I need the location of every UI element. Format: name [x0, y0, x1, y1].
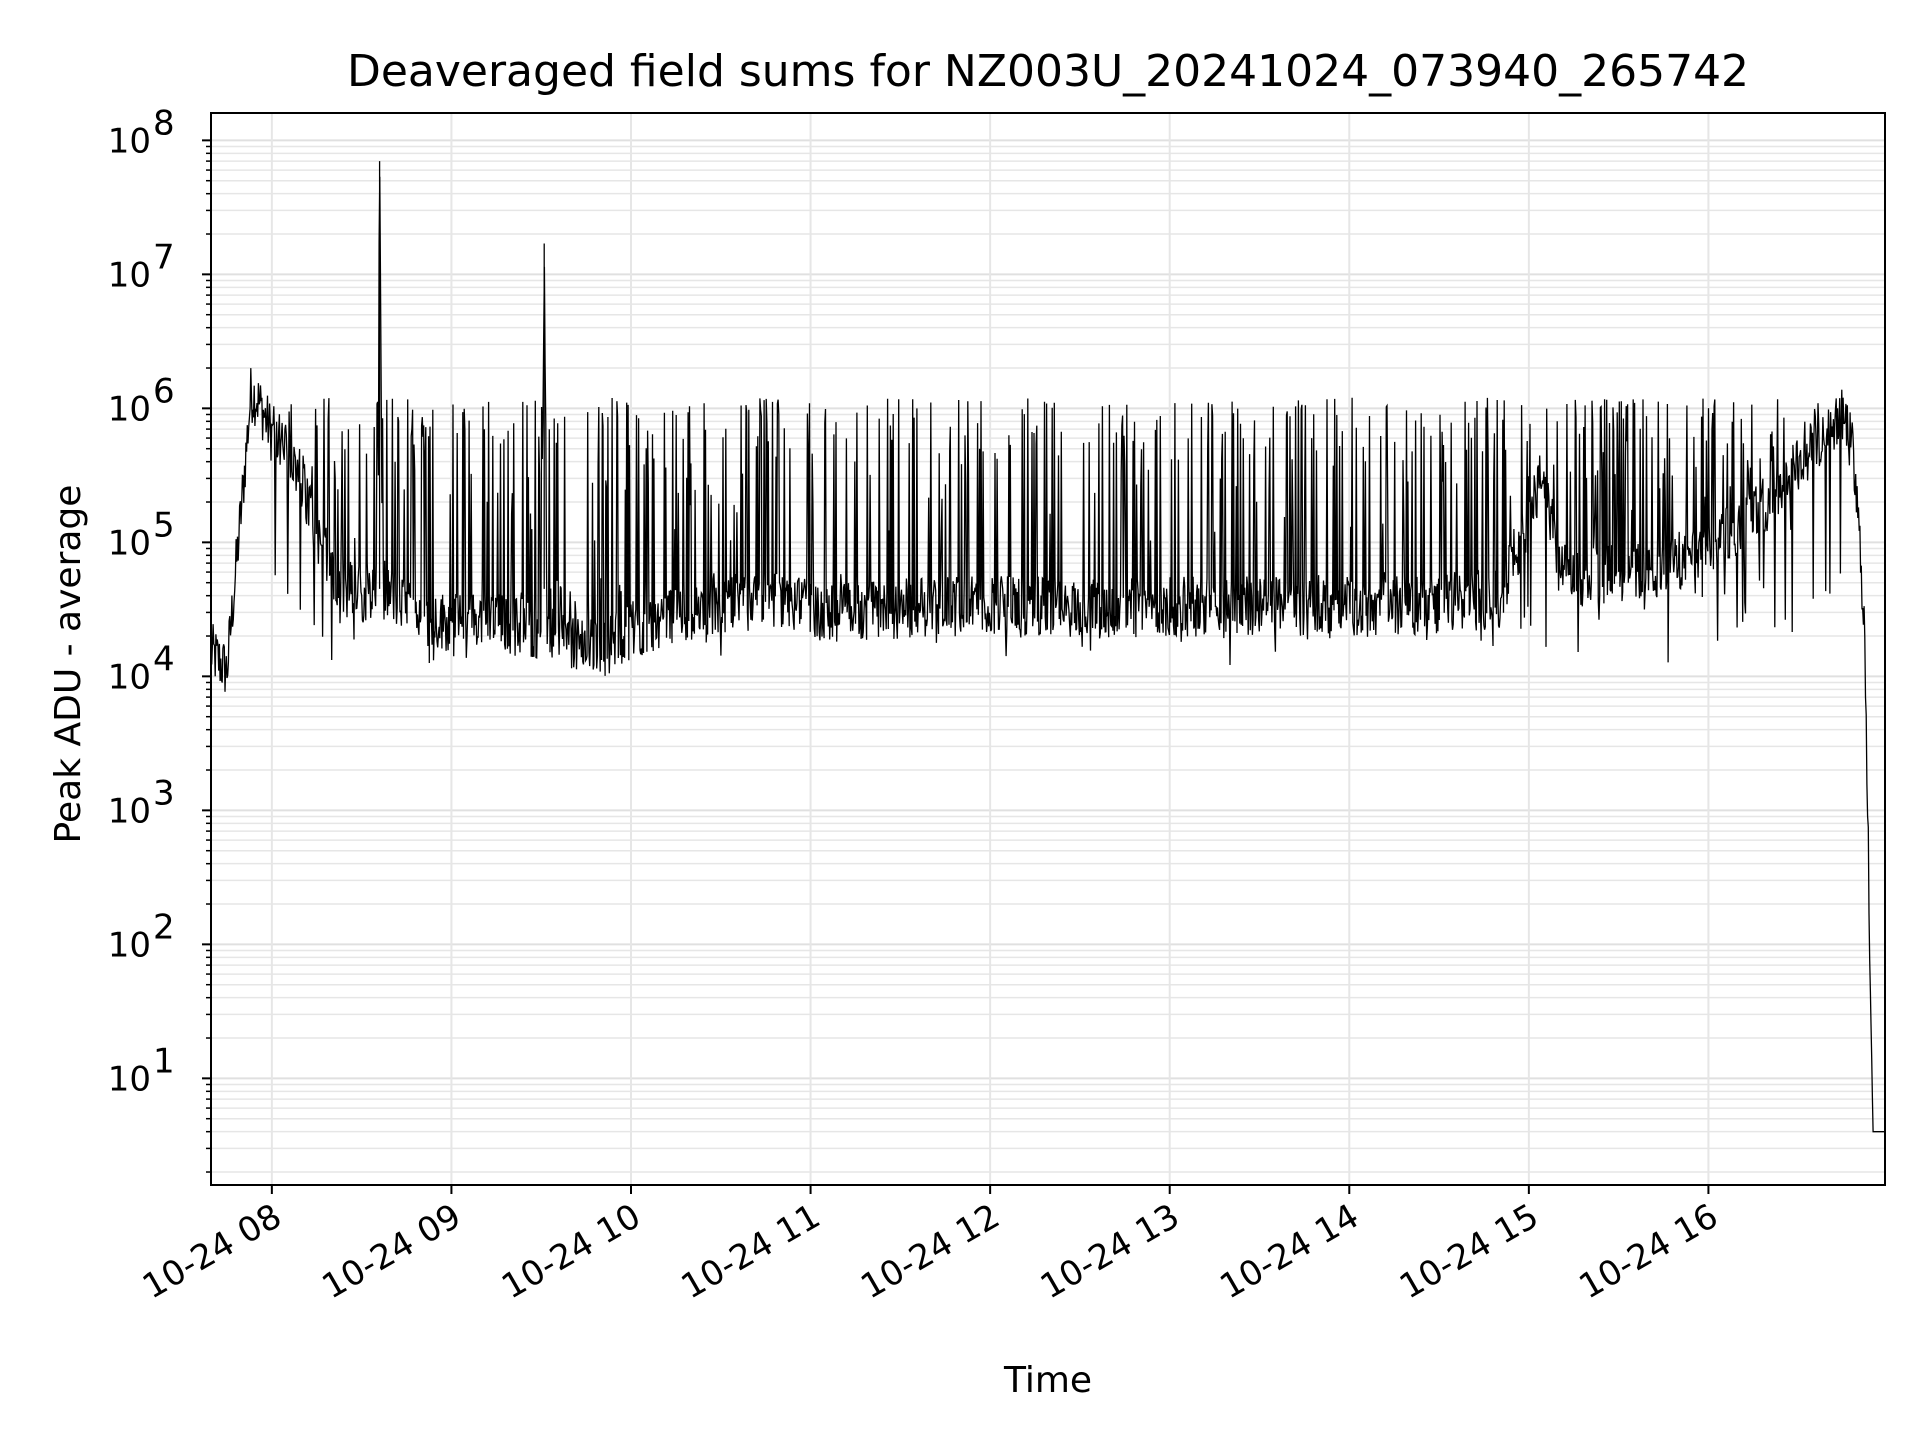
chart-title: Deaveraged field sums for NZ003U_2024102… [347, 46, 1749, 97]
y-tick-exponent: 3 [153, 773, 175, 813]
y-tick-label: 10 [108, 523, 151, 563]
y-tick-exponent: 6 [153, 371, 175, 411]
y-tick-label: 10 [108, 791, 151, 831]
y-tick-label: 10 [108, 121, 151, 161]
x-axis-label: Time [1003, 1360, 1092, 1401]
y-tick-label: 10 [108, 657, 151, 697]
series-layer [210, 161, 1885, 1133]
series-line [210, 176, 1885, 1133]
y-tick-exponent: 4 [153, 639, 175, 679]
y-tick-label: 10 [108, 389, 151, 429]
y-tick-label: 10 [108, 1059, 151, 1099]
y-tick-exponent: 2 [153, 907, 175, 947]
plot-frame [210, 112, 1886, 1186]
y-axis-label: Peak ADU - average [48, 485, 89, 844]
y-tick-label: 10 [108, 925, 151, 965]
y-tick-exponent: 7 [153, 237, 175, 277]
grid-lines [211, 113, 1885, 1185]
y-tick-exponent: 8 [153, 103, 175, 143]
y-tick-exponent: 5 [153, 505, 175, 545]
y-tick-label: 10 [108, 255, 151, 295]
y-tick-exponent: 1 [153, 1041, 175, 1081]
